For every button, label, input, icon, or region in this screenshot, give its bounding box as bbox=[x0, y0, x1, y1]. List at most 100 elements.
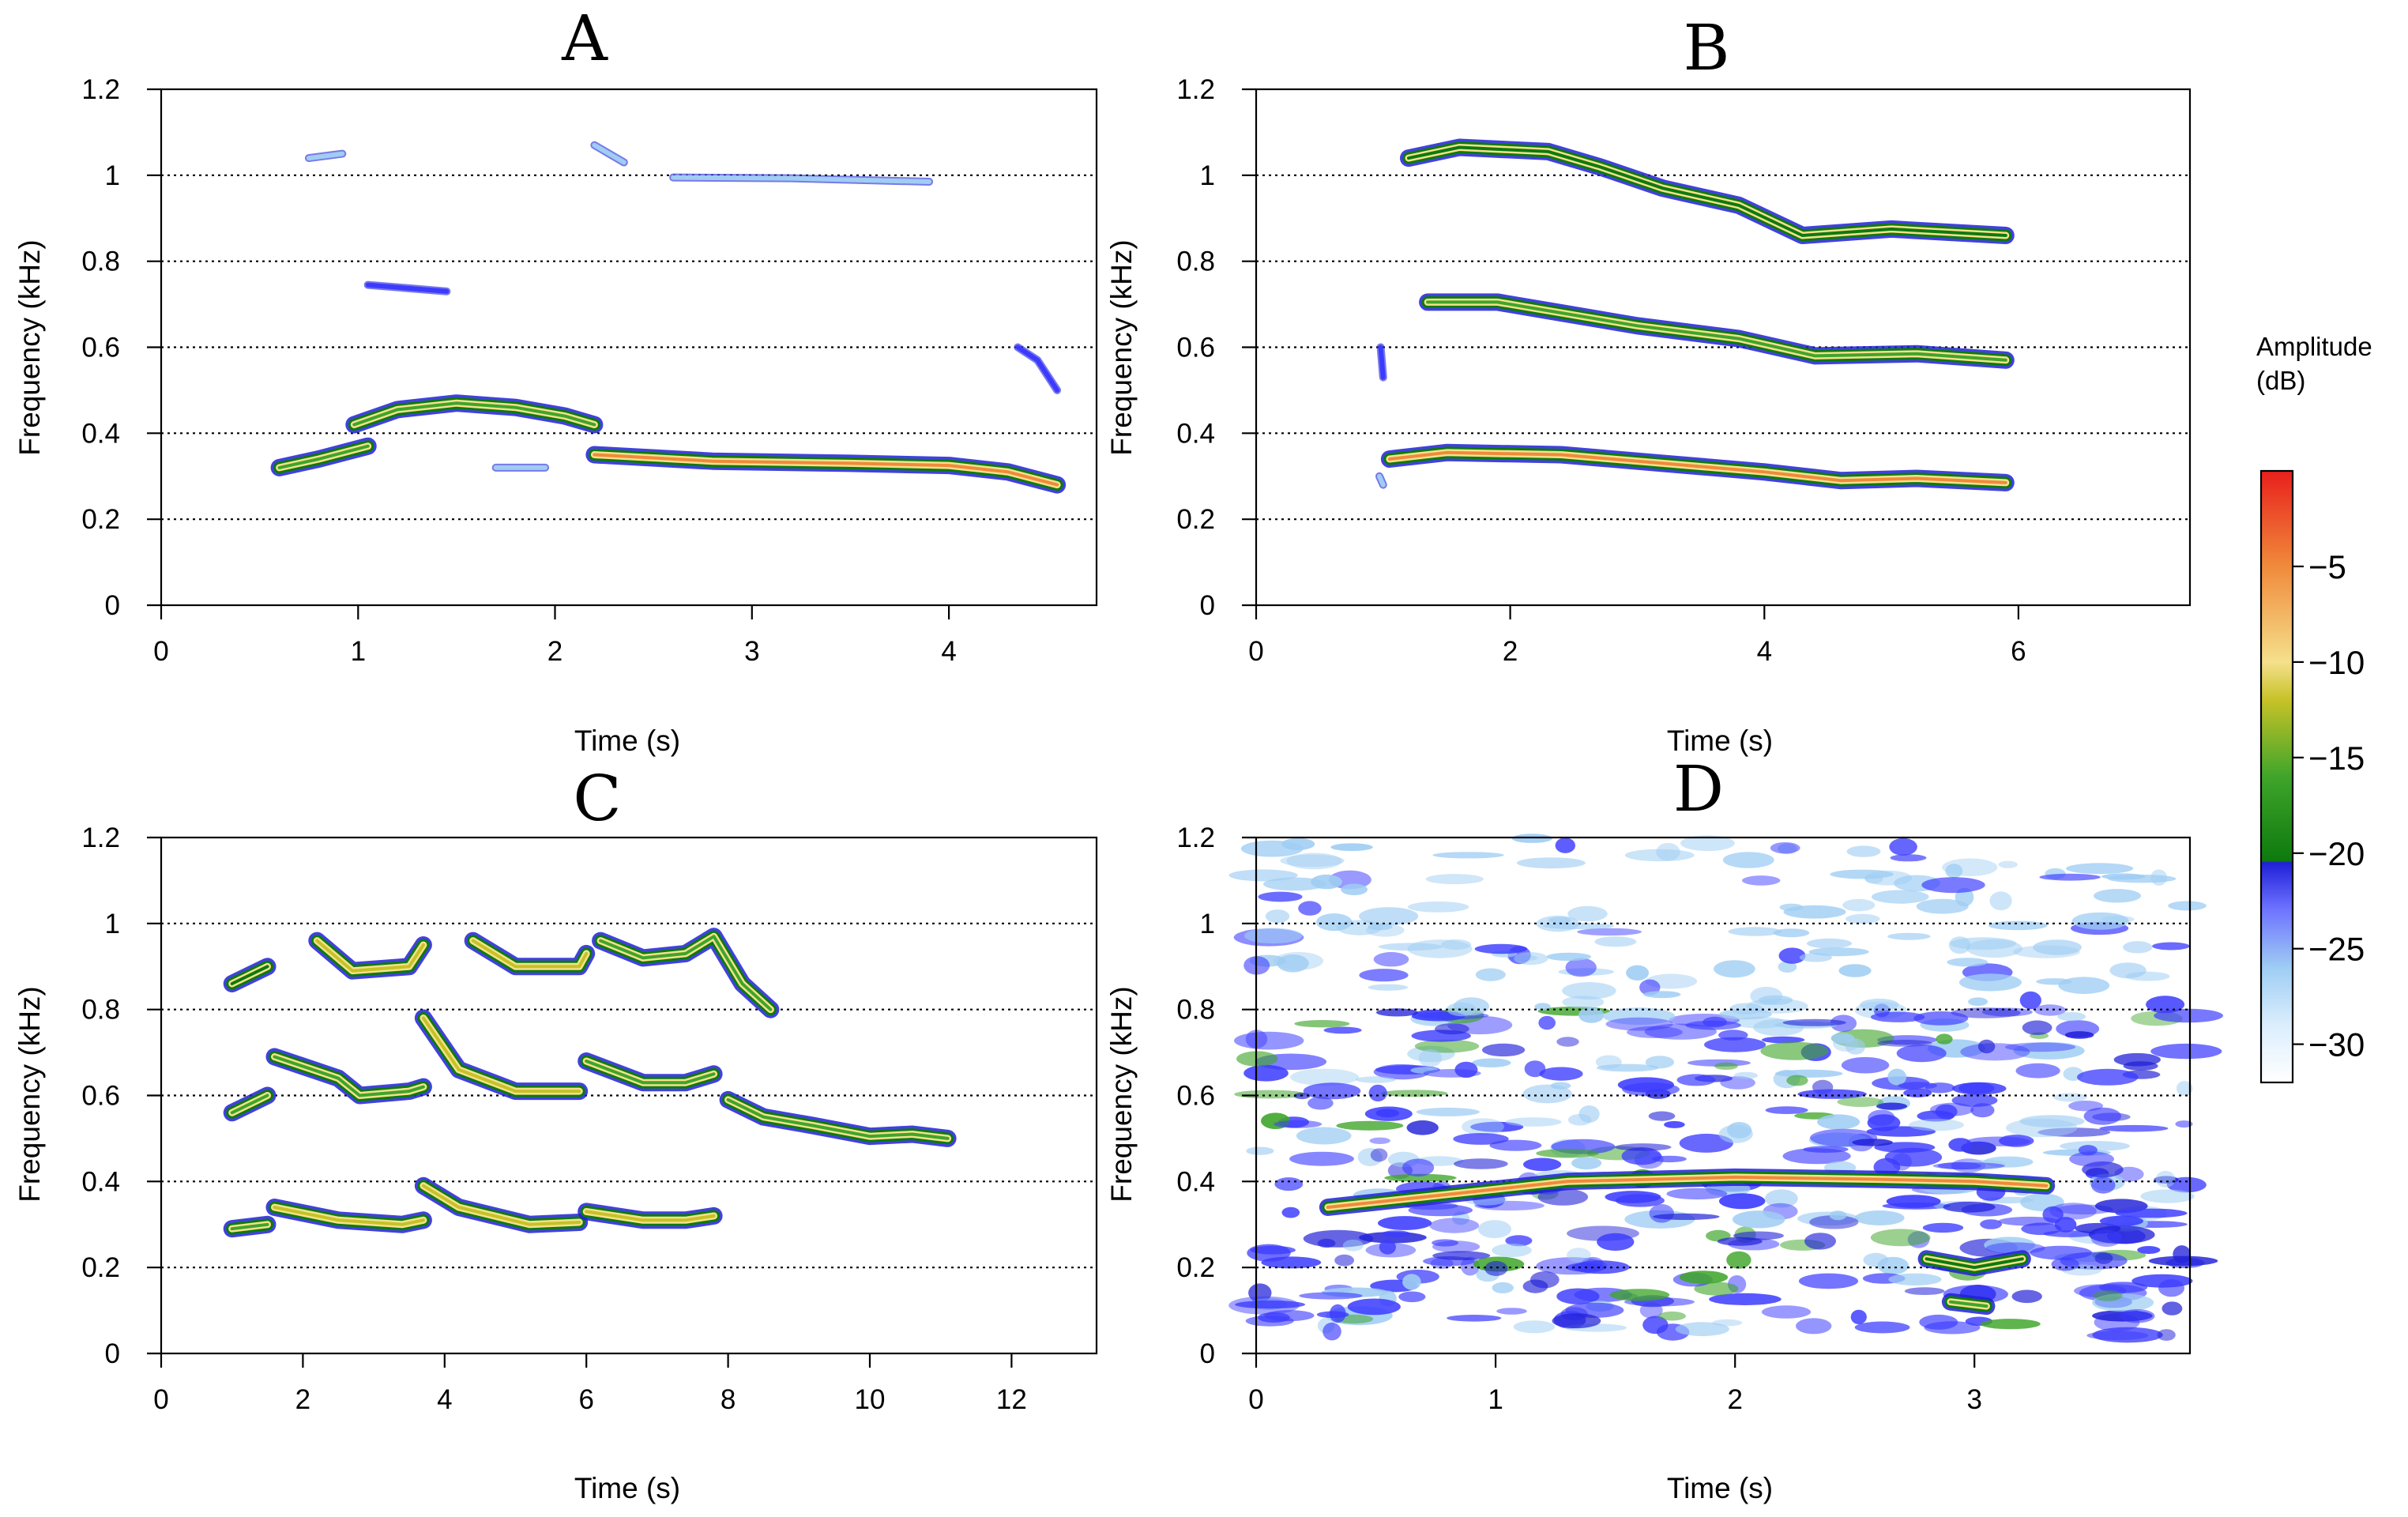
noise-blob bbox=[1797, 1089, 1867, 1099]
trace-core bbox=[352, 401, 596, 427]
x-tick-label: 6 bbox=[578, 1384, 593, 1415]
noise-blob bbox=[1522, 1084, 1572, 1104]
noise-blob bbox=[1728, 927, 1782, 936]
x-tick-label: 0 bbox=[1248, 636, 1263, 667]
noise-blob bbox=[1323, 1322, 1341, 1341]
trace-core bbox=[273, 1055, 425, 1097]
noise-blob bbox=[1877, 1256, 1909, 1275]
noise-blob bbox=[1281, 838, 1315, 850]
noise-blob bbox=[1336, 1120, 1404, 1131]
noise-blob bbox=[1852, 1139, 1893, 1146]
x-tick-label: 4 bbox=[437, 1384, 452, 1415]
harmonic-trace bbox=[363, 280, 451, 295]
noise-blob bbox=[1432, 1240, 1481, 1253]
noise-blob bbox=[1534, 1003, 1551, 1011]
noise-blob bbox=[1622, 1082, 1680, 1097]
x-axis-label: Time (s) bbox=[1667, 1472, 1773, 1504]
noise-blob bbox=[2119, 1309, 2155, 1323]
noise-blob bbox=[1379, 1240, 1396, 1255]
noise-blob bbox=[1614, 1143, 1672, 1151]
noise-blob bbox=[2034, 1004, 2066, 1016]
colorbar-tick-label: −20 bbox=[2308, 835, 2365, 872]
noise-blob bbox=[1384, 1173, 1457, 1182]
noise-blob bbox=[1289, 1151, 1354, 1166]
harmonic-trace bbox=[270, 437, 377, 476]
trace-core bbox=[1426, 300, 2007, 362]
noise-blob bbox=[2053, 1093, 2087, 1102]
x-axis-label: Time (s) bbox=[574, 725, 680, 757]
noise-blob bbox=[2060, 1141, 2131, 1151]
noise-blob bbox=[1896, 1045, 1947, 1063]
noise-blob bbox=[1864, 870, 1913, 886]
y-tick-label: 0.6 bbox=[1176, 333, 1215, 363]
harmonic-trace bbox=[223, 958, 277, 992]
noise-blob bbox=[1860, 998, 1899, 1011]
noise-blob bbox=[1373, 952, 1409, 967]
x-tick-label: 6 bbox=[2011, 636, 2026, 667]
trace-core bbox=[585, 1210, 716, 1222]
noise-blob bbox=[2033, 939, 2082, 955]
noise-blob bbox=[1294, 1020, 1350, 1028]
noise-blob bbox=[1936, 1033, 1953, 1045]
noise-blob bbox=[1664, 1120, 1685, 1128]
noise-blob bbox=[2152, 942, 2190, 950]
noise-blob bbox=[1474, 943, 1528, 954]
trace-core bbox=[421, 1184, 581, 1226]
harmonic-trace bbox=[308, 932, 432, 980]
noise-blob bbox=[1943, 1201, 1996, 1213]
panel-title: B bbox=[1684, 11, 1730, 85]
noise-blob bbox=[1951, 1082, 2007, 1095]
noise-blob bbox=[1274, 951, 1323, 970]
noise-blob bbox=[1838, 964, 1872, 977]
noise-blob bbox=[1796, 1318, 1832, 1334]
noise-blob bbox=[1556, 1037, 1579, 1047]
noise-blob bbox=[1778, 961, 1797, 973]
noise-blob bbox=[2093, 1290, 2123, 1301]
noise-blob bbox=[2168, 901, 2207, 911]
noise-blob bbox=[1228, 1296, 1300, 1315]
noise-blob bbox=[1960, 1043, 2030, 1061]
noise-blob bbox=[1274, 1177, 1304, 1191]
harmonic-trace bbox=[1319, 1168, 2056, 1216]
noise-blob bbox=[1407, 902, 1469, 913]
y-tick-label: 0 bbox=[1200, 1338, 1215, 1369]
noise-blob bbox=[1462, 1118, 1504, 1135]
noise-blob bbox=[1355, 1076, 1396, 1083]
noise-blob bbox=[2176, 1081, 2193, 1096]
noise-blob bbox=[1342, 1240, 1364, 1252]
noise-blob bbox=[1694, 1282, 1739, 1296]
noise-blob bbox=[1786, 1075, 1808, 1086]
noise-blob bbox=[1887, 932, 1931, 940]
noise-blob bbox=[1889, 838, 1917, 856]
y-tick-label: 0 bbox=[105, 590, 120, 621]
noise-blob bbox=[1235, 1301, 1305, 1309]
noise-blob bbox=[1909, 1119, 1964, 1131]
noise-blob bbox=[1887, 1068, 1907, 1086]
noise-blob bbox=[1922, 1222, 1964, 1233]
noise-blob bbox=[1714, 960, 1755, 978]
y-tick-label: 0.2 bbox=[1176, 504, 1215, 535]
trace-core bbox=[592, 142, 626, 165]
harmonic-trace bbox=[1376, 343, 1387, 382]
noise-blob bbox=[1817, 1114, 1861, 1130]
y-tick-label: 0 bbox=[1200, 590, 1215, 621]
harmonic-trace bbox=[223, 1215, 277, 1238]
y-tick-label: 0.8 bbox=[1176, 995, 1215, 1026]
y-tick-label: 1.2 bbox=[1176, 822, 1215, 853]
noise-blob bbox=[1597, 1233, 1635, 1251]
noise-blob bbox=[1718, 1030, 1748, 1041]
noise-blob bbox=[2099, 1124, 2169, 1132]
noise-blob bbox=[1505, 1117, 1562, 1127]
noise-blob bbox=[1890, 854, 1927, 862]
noise-blob bbox=[1296, 1127, 1352, 1145]
x-tick-label: 4 bbox=[1757, 636, 1772, 667]
y-tick-label: 0.8 bbox=[1176, 247, 1215, 277]
noise-blob bbox=[1432, 852, 1504, 859]
noise-blob bbox=[1562, 996, 1605, 1009]
noise-blob bbox=[2101, 873, 2146, 880]
x-tick-label: 2 bbox=[1727, 1384, 1742, 1415]
noise-blob bbox=[1666, 1188, 1728, 1200]
noise-blob bbox=[1246, 1146, 1274, 1155]
noise-blob bbox=[1656, 842, 1680, 861]
harmonic-trace bbox=[414, 1009, 589, 1101]
